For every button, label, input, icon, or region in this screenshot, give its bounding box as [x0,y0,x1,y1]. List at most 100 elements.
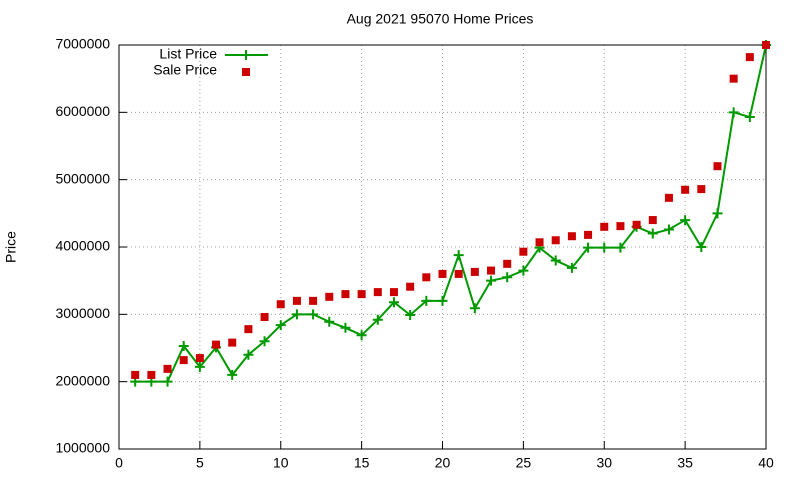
point [663,224,674,235]
x-tick-label: 0 [115,455,123,471]
point [487,266,496,275]
y-tick-label: 5000000 [55,170,110,186]
legend-label: List Price [159,46,217,62]
point [615,242,626,253]
point [179,356,188,365]
point [291,309,302,320]
legend-label: Sale Price [153,62,217,78]
point [212,340,221,349]
point [244,325,253,334]
point [259,336,270,347]
point [503,259,512,268]
point [664,193,673,202]
point [469,303,480,314]
point [453,250,464,261]
point [502,272,513,283]
point [713,162,722,171]
point [356,330,367,341]
legend-marker [242,68,250,76]
point [373,288,382,297]
point [681,185,690,194]
point [357,290,366,299]
y-tick-label: 6000000 [55,103,110,119]
x-tick-label: 30 [596,455,612,471]
point [163,364,172,373]
point [519,247,528,256]
x-tick-label: 20 [435,455,451,471]
point [600,222,609,231]
point [194,361,205,372]
point [696,242,707,252]
point [486,275,497,286]
point [437,295,448,306]
point [389,288,398,297]
point [551,236,560,245]
point [729,74,738,83]
point [308,309,319,320]
series-line [135,44,767,383]
point [324,316,335,327]
x-tick-label: 10 [273,455,289,471]
point [550,255,561,266]
plot-border [118,44,767,450]
point [728,107,739,118]
point [227,369,238,380]
y-tick-label: 1000000 [55,440,110,456]
point [454,269,463,278]
point [712,208,723,219]
point [325,292,334,301]
y-tick-label: 4000000 [55,238,110,254]
point [147,370,156,379]
point [616,222,625,231]
point [405,310,416,321]
point [567,232,576,241]
x-tick-label: 15 [354,455,370,471]
point [178,340,189,351]
point [697,185,706,194]
legend-marker [241,50,251,60]
point [744,112,755,123]
point [195,354,204,363]
y-tick-label: 7000000 [55,36,110,52]
point [647,228,658,239]
point [599,242,610,253]
point [309,296,318,305]
point [470,267,479,276]
y-axis-label: Price [3,231,19,263]
y-tick-label: 3000000 [55,305,110,321]
point [372,314,383,325]
point [162,376,173,387]
point [535,238,544,247]
x-tick-label: 35 [677,455,693,471]
point [518,265,529,276]
point [745,53,754,62]
point [228,338,237,347]
x-tick-label: 25 [516,455,532,471]
x-tick-label: 5 [196,455,204,471]
point [275,320,286,331]
point [340,322,351,333]
point [680,215,691,226]
x-tick-label: 40 [758,455,774,471]
point [438,269,447,278]
point [584,230,593,239]
point [648,216,657,225]
point [421,295,432,306]
point [406,282,415,291]
point [422,273,431,282]
y-tick-label: 2000000 [55,372,110,388]
point [292,296,301,305]
point [388,297,399,308]
point [341,290,350,299]
point [583,242,594,253]
point [762,41,770,49]
point [243,349,254,360]
chart-title: Aug 2021 95070 Home Prices [347,11,534,27]
point [260,313,269,322]
point [632,220,641,229]
point [276,300,285,309]
point [131,370,140,379]
point [566,262,577,273]
